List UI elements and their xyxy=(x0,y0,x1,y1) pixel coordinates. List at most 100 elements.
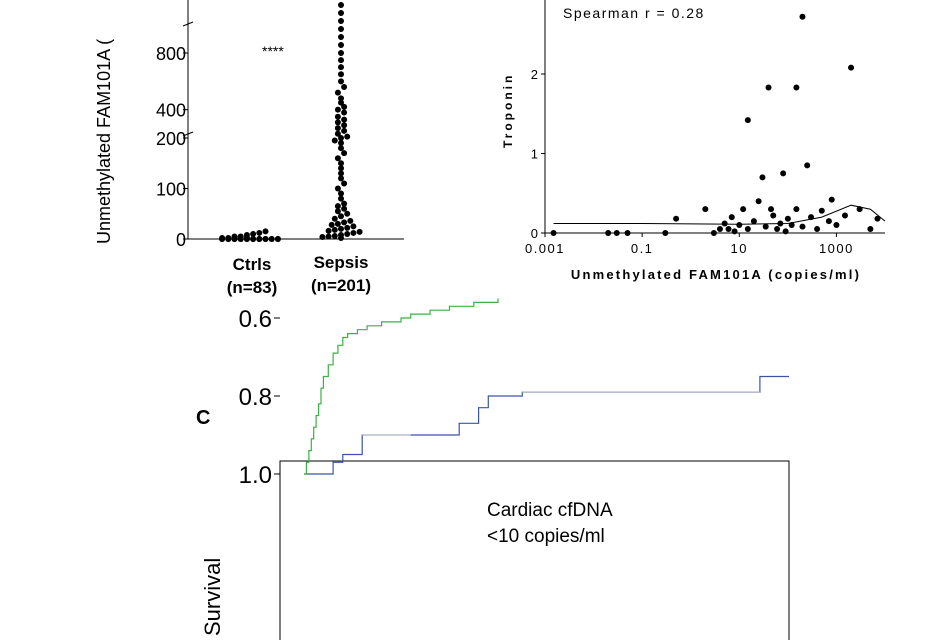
data-point-sepsis xyxy=(338,165,344,172)
data-point-sepsis xyxy=(338,160,344,167)
data-point xyxy=(605,230,612,236)
data-point xyxy=(867,226,874,233)
data-point-sepsis xyxy=(338,18,344,24)
data-point xyxy=(725,226,732,233)
data-point-sepsis xyxy=(350,223,357,230)
data-point-sepsis xyxy=(334,185,341,192)
data-point xyxy=(814,226,821,233)
panel-c-frame xyxy=(279,460,790,640)
panel-b-xtick-label: 0.001 xyxy=(525,241,565,256)
data-point-sepsis xyxy=(338,190,344,197)
group-label-sepsis: Sepsis xyxy=(314,253,369,272)
data-point-sepsis xyxy=(341,84,348,90)
data-point-sepsis xyxy=(338,26,344,32)
data-point-ctrls xyxy=(268,236,275,242)
panel-b-ylabel: Troponin xyxy=(501,73,515,148)
data-point-sepsis xyxy=(338,170,344,177)
data-point xyxy=(744,226,751,233)
panel-a-ytick-label: 800 xyxy=(156,44,186,64)
data-point-sepsis xyxy=(350,229,357,236)
data-point-ctrls xyxy=(274,236,281,242)
data-point xyxy=(818,207,825,214)
data-point-ctrls xyxy=(237,233,244,240)
data-point-sepsis xyxy=(331,226,338,233)
data-point xyxy=(728,214,735,221)
survival-curve-high-cfdna xyxy=(304,298,499,475)
panel-a-ytick-label: 0 xyxy=(176,230,186,250)
data-point-sepsis xyxy=(344,133,351,140)
data-point-sepsis xyxy=(334,89,341,96)
data-point xyxy=(613,230,620,236)
data-point-sepsis xyxy=(334,208,341,215)
data-point-sepsis xyxy=(338,10,344,16)
data-point xyxy=(716,226,723,233)
data-point-sepsis xyxy=(328,221,335,228)
data-point-sepsis xyxy=(338,71,344,78)
data-point xyxy=(736,222,743,229)
data-point-ctrls xyxy=(262,228,269,235)
data-point xyxy=(833,222,840,229)
panel-a-ylabel: Unmethylated FAM101A ( xyxy=(94,39,114,244)
data-point xyxy=(828,196,835,203)
data-point-sepsis xyxy=(347,217,354,224)
data-point-sepsis xyxy=(331,232,338,239)
panel-c-survival: C Survival Cardiac cfDNA <10 copies/ml 1… xyxy=(196,298,790,640)
data-point-sepsis xyxy=(338,2,344,8)
panel-b-ytick-label: 0 xyxy=(531,226,538,241)
data-point xyxy=(848,64,855,71)
panel-b-xtick-label: 1000 xyxy=(819,241,854,256)
data-point-sepsis xyxy=(341,205,348,212)
data-point xyxy=(550,230,557,236)
data-point-sepsis xyxy=(338,42,344,48)
data-point-sepsis xyxy=(338,34,344,40)
data-point-sepsis xyxy=(334,119,341,126)
data-point-sepsis xyxy=(334,125,341,132)
data-point-sepsis xyxy=(344,230,351,237)
panel-b-ytick-label: 2 xyxy=(531,67,538,82)
data-point-sepsis xyxy=(334,220,341,227)
data-point-sepsis xyxy=(341,127,348,134)
panel-b-xlabel: Unmethylated FAM101A (copies/ml) xyxy=(571,267,861,282)
data-point xyxy=(799,13,806,20)
data-point-sepsis xyxy=(325,227,332,234)
panel-b-ytick-label: 1 xyxy=(531,147,538,162)
data-point-ctrls xyxy=(256,229,263,236)
panel-a-dot-plot: Unmethylated FAM101A ( **** Ctrls (n=83)… xyxy=(94,0,404,297)
data-point-sepsis xyxy=(334,106,341,113)
data-point-sepsis xyxy=(341,103,348,110)
data-point xyxy=(624,230,631,236)
data-point xyxy=(799,223,806,230)
data-point-ctrls xyxy=(243,231,250,238)
data-point-sepsis xyxy=(334,113,341,120)
panel-c-ytick-label: 0.8 xyxy=(239,384,272,411)
data-point xyxy=(762,223,769,230)
legend-text-line1: Cardiac cfDNA xyxy=(487,500,613,521)
data-point xyxy=(702,206,709,213)
data-point xyxy=(782,228,789,235)
data-point-sepsis xyxy=(356,228,363,235)
legend-text-line2: <10 copies/ml xyxy=(487,526,605,547)
data-point xyxy=(750,218,757,225)
data-point xyxy=(740,206,747,213)
data-point xyxy=(770,212,777,219)
spearman-annotation: Spearman r = 0.28 xyxy=(563,5,705,21)
data-point xyxy=(774,226,781,233)
data-point-sepsis xyxy=(338,57,344,64)
data-point-sepsis xyxy=(341,116,348,123)
group-n-ctrls: (n=83) xyxy=(227,278,278,297)
panel-a-ytick-label: 100 xyxy=(156,180,186,200)
data-point-sepsis xyxy=(341,150,348,157)
axis-break-mark xyxy=(182,21,194,27)
data-point-sepsis xyxy=(341,109,348,116)
panel-a-ytick-label: 200 xyxy=(156,129,186,149)
data-point-sepsis xyxy=(338,64,344,71)
data-point-sepsis xyxy=(338,195,344,202)
data-point xyxy=(793,206,800,213)
data-point-sepsis xyxy=(344,210,351,217)
data-point-ctrls xyxy=(250,230,257,237)
data-point-sepsis xyxy=(319,233,326,240)
data-point-sepsis xyxy=(334,155,341,162)
data-point-ctrls xyxy=(256,236,263,242)
data-point xyxy=(710,230,717,236)
